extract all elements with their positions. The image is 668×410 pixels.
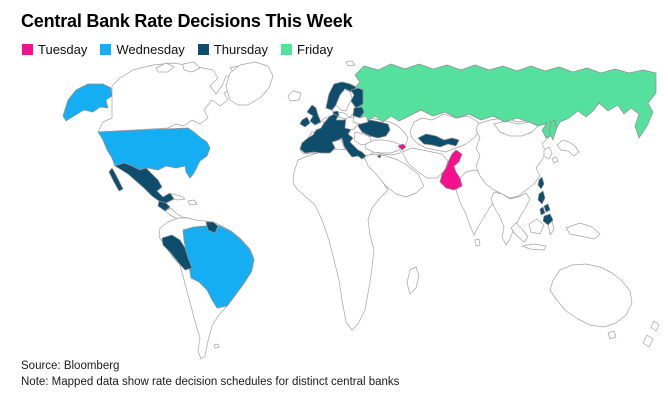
legend-label-friday: Friday bbox=[297, 42, 334, 57]
region-arabia-middle-east bbox=[363, 153, 425, 198]
country-hispaniola bbox=[187, 199, 198, 206]
region-iran-afghanistan bbox=[401, 147, 449, 179]
country-australia bbox=[549, 263, 633, 328]
country-uzbekistan bbox=[417, 133, 460, 148]
friday-swatch-icon bbox=[281, 44, 293, 55]
country-peru bbox=[161, 234, 193, 271]
legend: Tuesday Wednesday Thursday Friday bbox=[22, 42, 333, 57]
country-new-zealand-south bbox=[642, 334, 654, 348]
tuesday-swatch-icon bbox=[22, 44, 33, 55]
legend-item-friday: Friday bbox=[281, 42, 333, 57]
country-indonesia-borneo bbox=[528, 218, 545, 235]
world-map-container bbox=[8, 60, 660, 360]
chart-title: Central Bank Rate Decisions This Week bbox=[21, 11, 353, 31]
country-mongolia bbox=[493, 120, 539, 137]
country-greenland bbox=[225, 61, 274, 106]
country-arctic-island-2 bbox=[182, 61, 201, 73]
legend-label-wednesday: Wednesday bbox=[116, 42, 185, 57]
note-line: Note: Mapped data show rate decision sch… bbox=[21, 376, 400, 389]
country-united-kingdom bbox=[306, 104, 322, 126]
region-baltics bbox=[352, 106, 365, 119]
country-pakistan bbox=[439, 149, 463, 191]
country-philippines-visayas-1 bbox=[543, 203, 551, 213]
country-philippines-mindanao bbox=[542, 213, 554, 226]
country-sweden bbox=[335, 88, 353, 112]
region-falkland-islands bbox=[213, 343, 220, 349]
world-map bbox=[62, 60, 660, 360]
country-mexico-baja bbox=[108, 167, 124, 192]
legend-item-tuesday: Tuesday bbox=[22, 42, 87, 57]
region-new-guinea bbox=[565, 222, 601, 240]
legend-item-thursday: Thursday bbox=[197, 42, 269, 57]
country-cyprus bbox=[376, 154, 382, 159]
country-ireland bbox=[299, 116, 311, 128]
country-sri-lanka bbox=[474, 238, 481, 247]
country-azerbaijan bbox=[397, 143, 407, 151]
country-usa-alaska bbox=[62, 83, 113, 122]
country-taiwan bbox=[537, 176, 545, 190]
footer: Source: Bloomberg Note: Mapped data show… bbox=[21, 358, 399, 390]
country-turkey bbox=[364, 139, 402, 154]
country-usa bbox=[97, 127, 211, 179]
region-africa bbox=[292, 148, 389, 331]
country-philippines-luzon bbox=[537, 190, 546, 205]
thursday-swatch-icon bbox=[197, 44, 209, 55]
country-russia bbox=[352, 63, 657, 139]
country-svalbard bbox=[345, 60, 356, 67]
country-iceland bbox=[287, 90, 302, 102]
country-japan-south bbox=[551, 156, 559, 164]
region-korea bbox=[543, 146, 553, 160]
legend-label-thursday: Thursday bbox=[213, 42, 269, 57]
wednesday-swatch-icon bbox=[100, 44, 112, 55]
country-belarus bbox=[352, 115, 369, 125]
region-central-asia bbox=[409, 113, 481, 153]
country-arctic-island-1 bbox=[155, 62, 175, 73]
legend-label-tuesday: Tuesday bbox=[38, 42, 88, 57]
country-ukraine bbox=[357, 119, 391, 139]
country-finland bbox=[350, 87, 364, 109]
country-russia-sakhalin bbox=[548, 119, 557, 141]
country-mexico bbox=[114, 162, 175, 204]
country-guyana bbox=[205, 221, 219, 234]
source-line: Source: Bloomberg bbox=[21, 360, 120, 372]
country-guatemala bbox=[157, 200, 171, 212]
country-indonesia-java bbox=[521, 243, 547, 251]
legend-item-wednesday: Wednesday bbox=[100, 42, 185, 57]
country-madagascar bbox=[406, 266, 420, 295]
region-tasmania bbox=[607, 330, 617, 340]
country-japan bbox=[556, 139, 580, 157]
country-philippines-visayas-2 bbox=[539, 206, 546, 216]
country-canada bbox=[97, 62, 239, 133]
country-indonesia-sumatra bbox=[510, 222, 529, 243]
country-new-zealand-north bbox=[650, 320, 660, 332]
